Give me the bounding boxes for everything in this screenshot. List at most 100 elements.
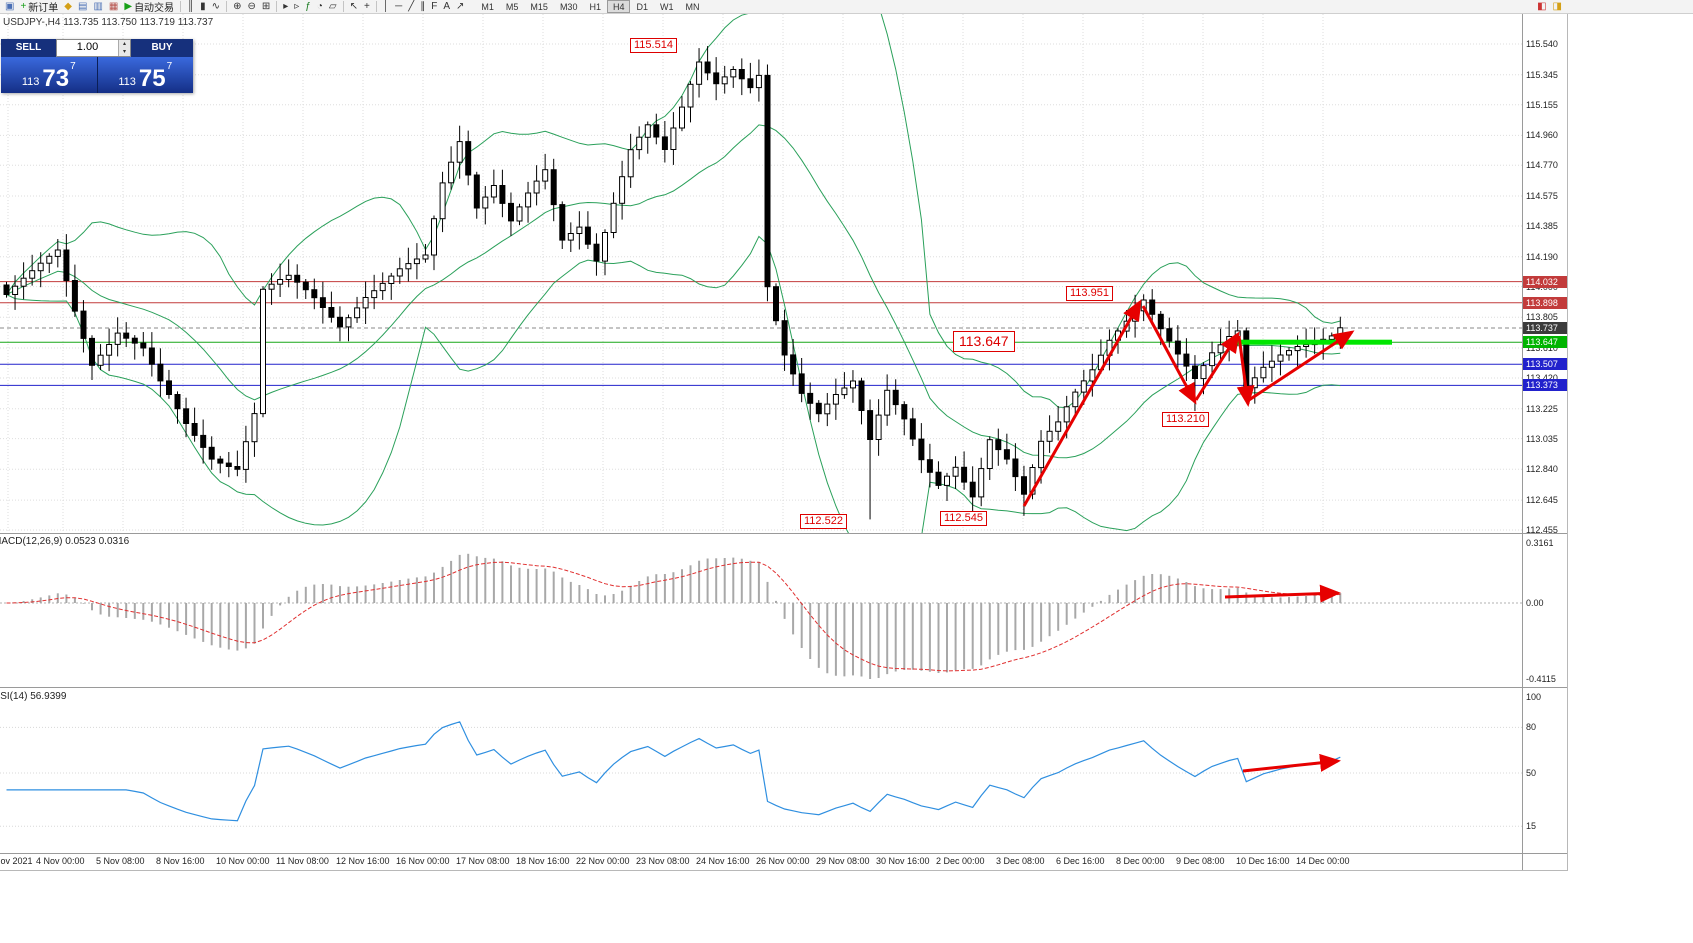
alerts-icon[interactable]: ◧ bbox=[1534, 0, 1549, 13]
price-annotation[interactable]: 115.514 bbox=[630, 38, 677, 53]
templates-icon: ▱ bbox=[328, 1, 337, 12]
rsi-axis-label: 80 bbox=[1526, 722, 1537, 732]
volume-decrease-icon[interactable]: ▾ bbox=[119, 48, 130, 56]
rsi-panel[interactable] bbox=[0, 688, 1522, 853]
bid-ask-divider bbox=[96, 57, 98, 93]
new-order-button: + bbox=[20, 1, 27, 12]
chart-ohlc-header: USDJPY-,H4 113.735 113.750 113.719 113.7… bbox=[3, 17, 214, 28]
templates-icon[interactable]: ▱ bbox=[326, 0, 340, 13]
rsi-axis-label: 50 bbox=[1526, 768, 1537, 778]
price-annotation[interactable]: 113.951 bbox=[1066, 286, 1113, 301]
new-order-button[interactable]: + 新订单 bbox=[17, 0, 61, 14]
time-axis-label: 8 Dec 00:00 bbox=[1116, 856, 1165, 866]
fibonacci-icon[interactable]: F bbox=[428, 0, 440, 13]
trendline-icon[interactable]: ╱ bbox=[405, 0, 417, 13]
crosshair-icon[interactable]: + bbox=[361, 0, 373, 13]
price-annotation[interactable]: 112.545 bbox=[940, 511, 987, 526]
indicators-icon: ƒ bbox=[305, 1, 311, 12]
macd-panel[interactable] bbox=[0, 534, 1522, 687]
indicators-icon[interactable]: ƒ bbox=[302, 0, 314, 13]
macd-panel-divider[interactable] bbox=[0, 533, 1567, 534]
chart-window-icon: ▣ bbox=[5, 1, 15, 12]
timeframe-d1-button[interactable]: D1 bbox=[636, 2, 648, 12]
time-axis-label: 30 Nov 16:00 bbox=[876, 856, 930, 866]
data-window-icon[interactable]: ▤ bbox=[75, 0, 90, 13]
zoom-in-icon: ⊕ bbox=[233, 1, 242, 12]
ask-price-figure: 113 bbox=[118, 76, 136, 88]
price-axis-divider[interactable] bbox=[1522, 14, 1523, 870]
text-tool-icon[interactable]: A bbox=[440, 0, 453, 13]
vertical-line-icon[interactable]: │ bbox=[380, 0, 392, 13]
price-tag-113.373: 113.373 bbox=[1523, 379, 1567, 391]
bid-price[interactable]: 113 73 7 bbox=[1, 57, 97, 93]
time-axis-label: 8 Nov 16:00 bbox=[156, 856, 205, 866]
ask-price-point: 7 bbox=[166, 61, 173, 72]
timeframe-m30-button[interactable]: M30 bbox=[559, 2, 578, 12]
timeframe-m1-button[interactable]: M1 bbox=[481, 2, 494, 12]
price-axis-label: 113.420 bbox=[1526, 373, 1558, 383]
time-axis-label: 23 Nov 08:00 bbox=[636, 856, 690, 866]
time-axis-label: 11 Nov 08:00 bbox=[276, 856, 329, 866]
equidistant-channel-icon: ∥ bbox=[420, 1, 426, 12]
time-axis-label: 2 Dec 00:00 bbox=[936, 856, 985, 866]
bar-chart-icon[interactable]: ║ bbox=[184, 0, 197, 13]
arrow-tool-icon[interactable]: ↗ bbox=[453, 0, 467, 13]
chart-window[interactable]: 115.540 115.345 115.155 114.960 114.770 114.5… bbox=[0, 14, 1568, 871]
timeframe-m5-button[interactable]: M5 bbox=[505, 2, 519, 12]
terminal-icon[interactable]: ▦ bbox=[106, 0, 121, 13]
auto-trading-button-label: 自动交易 bbox=[134, 3, 175, 14]
rsi-panel-divider[interactable] bbox=[0, 687, 1567, 688]
text-tool-icon: A bbox=[443, 1, 450, 12]
price-axis-label: 113.610 bbox=[1526, 343, 1558, 353]
timeframe-m15-button[interactable]: M15 bbox=[530, 2, 548, 12]
auto-scroll-icon[interactable]: ▸ bbox=[280, 0, 291, 13]
macd-label: MACD(12,26,9) 0.0523 0.0316 bbox=[0, 536, 130, 547]
price-annotation[interactable]: 112.522 bbox=[800, 514, 847, 529]
timeframe-h1-button[interactable]: H1 bbox=[589, 2, 601, 12]
navigator-icon: ▥ bbox=[93, 1, 103, 12]
price-axis-label: 112.455 bbox=[1526, 525, 1558, 535]
line-chart-icon[interactable]: ∿ bbox=[209, 0, 223, 13]
navigator-icon[interactable]: ▥ bbox=[90, 0, 105, 13]
arrow-tool-icon: ↗ bbox=[456, 1, 465, 12]
cursor-icon[interactable]: ↖ bbox=[347, 0, 361, 13]
toolbar-separator bbox=[180, 1, 182, 12]
timeframe-w1-button[interactable]: W1 bbox=[660, 2, 674, 12]
candlestick-chart-icon[interactable]: ▮ bbox=[197, 0, 209, 13]
auto-trading-button[interactable]: ▶ 自动交易 bbox=[121, 0, 177, 14]
chart-shift-icon[interactable]: ▹ bbox=[291, 0, 302, 13]
auto-trading-button: ▶ bbox=[124, 1, 133, 12]
volume-input[interactable]: 1.00 bbox=[76, 41, 99, 53]
sell-button[interactable]: SELL bbox=[1, 39, 56, 57]
buy-button[interactable]: BUY bbox=[131, 39, 193, 57]
price-tag-113.898: 113.898 bbox=[1523, 297, 1567, 309]
time-axis-label: 29 Nov 08:00 bbox=[816, 856, 870, 866]
candlestick-chart[interactable] bbox=[0, 14, 1522, 533]
periods-icon[interactable]: ◔ bbox=[314, 0, 326, 13]
tile-windows-icon[interactable]: ⊞ bbox=[259, 0, 273, 13]
time-axis-divider bbox=[0, 853, 1567, 854]
price-tag-113.507: 113.507 bbox=[1523, 358, 1567, 370]
price-annotation[interactable]: 113.647 bbox=[953, 331, 1015, 352]
volume-increase-icon[interactable]: ▴ bbox=[119, 40, 130, 48]
zoom-out-icon[interactable]: ⊖ bbox=[244, 0, 258, 13]
market-watch-icon[interactable]: ◆ bbox=[61, 0, 75, 13]
timeframe-h4-button[interactable]: H4 bbox=[606, 0, 631, 13]
tile-windows-icon: ⊞ bbox=[261, 1, 271, 12]
mail-icon[interactable]: ◨ bbox=[1550, 0, 1565, 13]
ask-price[interactable]: 113 75 7 bbox=[98, 57, 194, 93]
chart-window-icon[interactable]: ▣ bbox=[2, 0, 17, 13]
zoom-in-icon[interactable]: ⊕ bbox=[230, 0, 244, 13]
price-annotation[interactable]: 113.210 bbox=[1162, 412, 1209, 427]
macd-axis-label: 0.3161 bbox=[1526, 538, 1554, 548]
price-axis-label: 114.190 bbox=[1526, 252, 1558, 262]
horizontal-line-icon[interactable]: ─ bbox=[392, 0, 405, 13]
timeframe-mn-button[interactable]: MN bbox=[685, 2, 700, 12]
trendline-icon: ╱ bbox=[408, 1, 415, 12]
horizontal-line-icon: ─ bbox=[395, 1, 403, 12]
price-tag-113.737: 113.737 bbox=[1523, 322, 1567, 334]
time-axis-label: 14 Dec 00:00 bbox=[1296, 856, 1350, 866]
equidistant-channel-icon[interactable]: ∥ bbox=[417, 0, 428, 13]
price-axis-label: 114.385 bbox=[1526, 221, 1558, 231]
toolbar-separator bbox=[276, 1, 278, 12]
